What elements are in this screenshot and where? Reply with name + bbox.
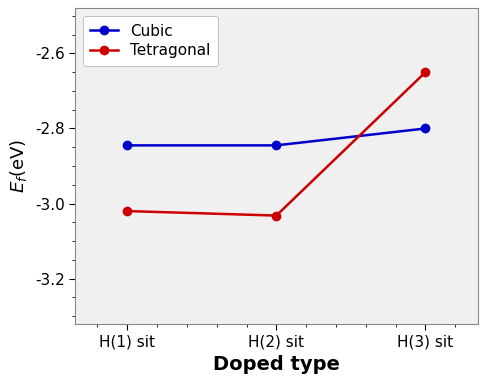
Cubic <box>274 143 279 148</box>
X-axis label: Doped type: Doped type <box>213 354 340 374</box>
Y-axis label: $\mathit{E_f}$(eV): $\mathit{E_f}$(eV) <box>8 139 29 193</box>
Tetragonal <box>274 213 279 218</box>
Cubic <box>422 126 428 131</box>
Tetragonal <box>124 209 130 214</box>
Line: Cubic: Cubic <box>123 124 430 149</box>
Tetragonal <box>422 70 428 74</box>
Cubic <box>124 143 130 148</box>
Legend: Cubic, Tetragonal: Cubic, Tetragonal <box>83 16 218 66</box>
Line: Tetragonal: Tetragonal <box>123 68 430 220</box>
